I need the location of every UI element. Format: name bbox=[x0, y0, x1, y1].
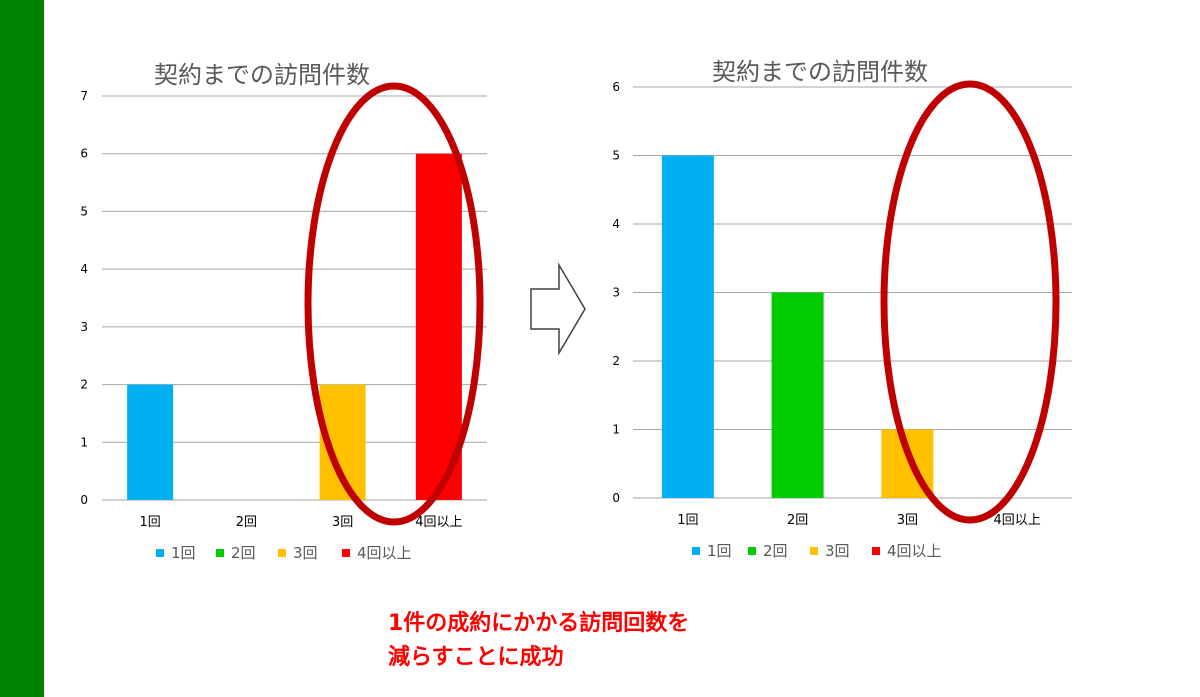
right-arrow-icon bbox=[530, 262, 586, 356]
side-accent-bar bbox=[0, 0, 44, 697]
before-x-tick-label: 3回 bbox=[332, 515, 353, 530]
before-legend-label-3: 3回 bbox=[293, 544, 318, 562]
after-legend-label-1: 1回 bbox=[707, 542, 732, 560]
before-highlight-ellipse bbox=[304, 82, 484, 526]
result-caption: 1件の成約にかかる訪問回数を 減らすことに成功 bbox=[388, 607, 689, 675]
caption-line-1: 1件の成約にかかる訪問回数を bbox=[388, 611, 690, 636]
after-bar-1 bbox=[661, 155, 714, 498]
before-y-tick-label: 1 bbox=[80, 435, 88, 449]
before-x-tick-label: 2回 bbox=[236, 515, 257, 530]
before-legend-swatch-1 bbox=[156, 549, 164, 557]
after-x-tick-label: 1回 bbox=[677, 513, 698, 528]
after-legend-label-2: 2回 bbox=[763, 542, 788, 560]
before-y-tick-label: 7 bbox=[80, 89, 88, 103]
before-y-tick-label: 4 bbox=[80, 262, 88, 276]
after-legend-label-3: 3回 bbox=[825, 542, 850, 560]
before-legend-swatch-2 bbox=[216, 549, 224, 557]
after-legend-swatch-3 bbox=[810, 547, 818, 555]
before-y-tick-label: 3 bbox=[80, 320, 88, 334]
before-x-tick-label: 1回 bbox=[139, 515, 160, 530]
before-legend-label-1: 1回 bbox=[171, 544, 196, 562]
before-y-tick-label: 0 bbox=[80, 493, 88, 507]
after-highlight-ellipse bbox=[880, 80, 1060, 524]
before-y-tick-label: 2 bbox=[80, 378, 88, 392]
before-y-tick-label: 5 bbox=[80, 204, 88, 218]
before-y-tick-label: 6 bbox=[80, 147, 88, 161]
after-y-tick-label: 4 bbox=[612, 217, 620, 231]
after-x-tick-label: 2回 bbox=[787, 513, 808, 528]
after-legend-label-4: 4回以上 bbox=[887, 542, 942, 560]
after-chart-title: 契約までの訪問件数 bbox=[712, 58, 928, 86]
before-x-tick-label: 4回以上 bbox=[415, 515, 462, 530]
before-bar-1 bbox=[127, 384, 174, 500]
before-legend-swatch-4 bbox=[342, 549, 350, 557]
after-legend-swatch-1 bbox=[692, 547, 700, 555]
after-y-tick-label: 2 bbox=[612, 354, 620, 368]
after-bar-2 bbox=[771, 292, 824, 498]
after-x-tick-label: 3回 bbox=[897, 513, 918, 528]
before-chart-title: 契約までの訪問件数 bbox=[154, 61, 370, 89]
after-y-tick-label: 5 bbox=[612, 149, 620, 163]
after-y-tick-label: 1 bbox=[612, 423, 620, 437]
after-x-tick-label: 4回以上 bbox=[993, 513, 1040, 528]
before-legend-label-2: 2回 bbox=[231, 544, 256, 562]
after-y-tick-label: 3 bbox=[612, 286, 620, 300]
before-bar-4 bbox=[415, 153, 462, 500]
caption-line-2: 減らすことに成功 bbox=[388, 645, 564, 670]
after-legend-swatch-2 bbox=[748, 547, 756, 555]
after-legend-swatch-4 bbox=[872, 547, 880, 555]
before-legend-label-4: 4回以上 bbox=[357, 544, 412, 562]
before-legend-swatch-3 bbox=[278, 549, 286, 557]
after-y-tick-label: 6 bbox=[612, 80, 620, 94]
after-y-tick-label: 0 bbox=[612, 491, 620, 505]
